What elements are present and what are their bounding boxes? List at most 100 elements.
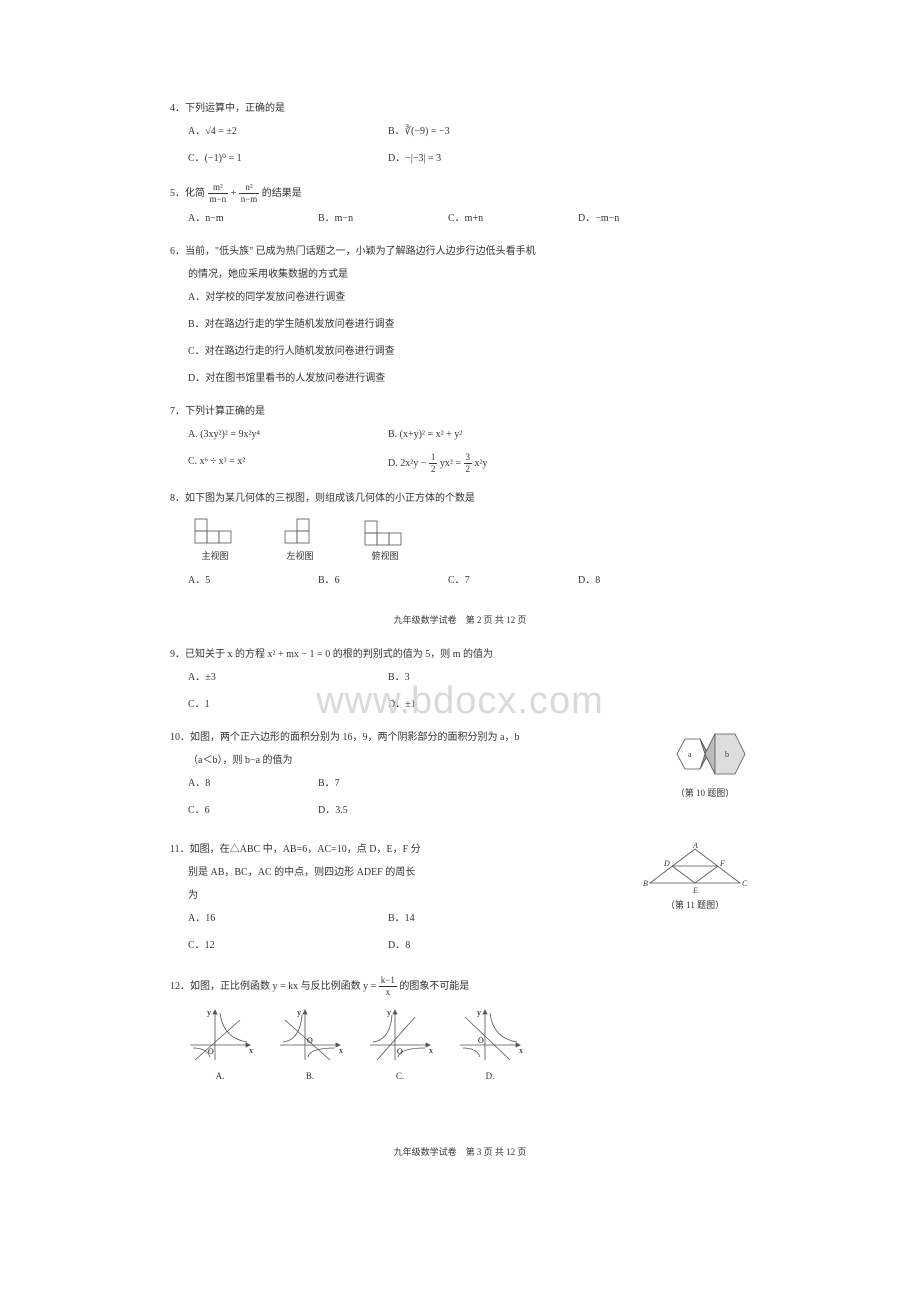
q12-a-label: A. (185, 1069, 255, 1084)
q5-opt-b: B．m−n (318, 210, 448, 227)
q12-graph-c: x y O C. (365, 1005, 435, 1084)
q6-stem2: 的情况，她应采用收集数据的方式是 (170, 266, 750, 283)
svg-text:O: O (307, 1036, 313, 1045)
top-view-svg (360, 515, 410, 547)
q7-frac2: 32 (464, 453, 473, 474)
svg-text:y: y (207, 1008, 211, 1017)
svg-text:b: b (725, 750, 729, 759)
svg-text:y: y (387, 1008, 391, 1017)
svg-text:y: y (297, 1008, 301, 1017)
q7-d-pre: D. 2x²y − (388, 458, 429, 469)
question-8: 8．如下图为某几何体的三视图，则组成该几何体的小正方体的个数是 主视图 (170, 490, 750, 593)
q11-caption: （第 11 题图） (640, 898, 750, 913)
q5-stem-pre: 5．化简 (170, 188, 208, 199)
svg-text:x: x (249, 1046, 253, 1055)
svg-text:C: C (742, 879, 748, 888)
hexagons-svg: a b (660, 729, 750, 784)
q12-c-label: C. (365, 1069, 435, 1084)
left-view-svg (280, 515, 320, 547)
q9-opt-d: D．±1 (388, 696, 518, 713)
q10-opt-c: C．6 (188, 802, 318, 819)
q6-opt-c: C．对在路边行走的行人随机发放问卷进行调查 (188, 343, 750, 360)
triangle-svg: A B C D E F (640, 841, 750, 896)
q6-opt-b: B．对在路边行走的学生随机发放问卷进行调查 (188, 316, 750, 333)
q10-opt-b: B．7 (318, 775, 448, 792)
q12-d-label: D. (455, 1069, 525, 1084)
svg-text:D: D (663, 859, 670, 868)
q8-stem: 8．如下图为某几何体的三视图，则组成该几何体的小正方体的个数是 (170, 490, 750, 507)
q5-stem: 5．化简 m²m−n + n²n−m 的结果是 (170, 183, 750, 204)
page3-footer: 九年级数学试卷 第 3 页 共 12 页 (170, 1145, 750, 1158)
svg-text:O: O (208, 1047, 214, 1056)
q4-opt-a: A．√4 = ±2 (188, 123, 388, 140)
q8-opt-d: D．8 (578, 572, 708, 589)
q5-frac1: m²m−n (208, 183, 229, 204)
q7-frac1: 12 (429, 453, 438, 474)
q7-opt-a: A. (3xy²)² = 9x²y⁴ (188, 426, 388, 443)
svg-text:O: O (478, 1036, 484, 1045)
q10-opt-a: A．8 (188, 775, 318, 792)
q12-stem-post: 的图象不可能是 (399, 981, 469, 992)
front-label: 主视图 (190, 549, 240, 564)
question-4: 4．下列运算中，正确的是 A．√4 = ±2 B．∛(−9) = −3 C．(−… (170, 100, 750, 171)
question-10: a b （第 10 题图） 10．如图，两个正六边形的面积分别为 16，9，两个… (170, 729, 750, 829)
q12-graph-b: x y O B. (275, 1005, 345, 1084)
q11-opt-c: C．12 (188, 937, 388, 954)
left-label: 左视图 (280, 549, 320, 564)
svg-text:y: y (477, 1008, 481, 1017)
q9-opt-a: A．±3 (188, 669, 388, 686)
q4-opt-c: C．(−1)⁰ = 1 (188, 150, 388, 167)
q8-opt-b: B．6 (318, 572, 448, 589)
q5-opt-d: D．−m−n (578, 210, 708, 227)
page2-footer: 九年级数学试卷 第 2 页 共 12 页 (170, 613, 750, 626)
q8-front-view: 主视图 (190, 515, 240, 564)
q11-figure: A B C D E F （第 11 题图） (640, 841, 750, 913)
question-6: 6．当前，"低头族" 已成为热门话题之一，小颖为了解路边行人边步行边低头看手机 … (170, 243, 750, 391)
svg-text:x: x (339, 1046, 343, 1055)
q8-top-view: 俯视图 (360, 515, 410, 564)
question-7: 7．下列计算正确的是 A. (3xy²)² = 9x²y⁴ B. (x+y)² … (170, 403, 750, 478)
q5-opt-c: C．m+n (448, 210, 578, 227)
svg-text:E: E (692, 886, 698, 895)
q10-figure: a b （第 10 题图） (660, 729, 750, 801)
q12-graph-d: x y O D. (455, 1005, 525, 1084)
q12-graph-a: x y O A. (185, 1005, 255, 1084)
q5-frac2: n²n−m (239, 183, 260, 204)
q12-frac: k−1x (379, 976, 397, 997)
q6-stem: 6．当前，"低头族" 已成为热门话题之一，小颖为了解路边行人边步行边低头看手机 (170, 243, 750, 260)
q8-opt-c: C．7 (448, 572, 578, 589)
q4-opt-d: D．−|−3| = 3 (388, 150, 518, 167)
top-label: 俯视图 (360, 549, 410, 564)
q10-opt-d: D．3.5 (318, 802, 448, 819)
q4-opt-b: B．∛(−9) = −3 (388, 123, 518, 140)
svg-text:a: a (688, 750, 692, 759)
q5-stem-post: 的结果是 (262, 188, 302, 199)
svg-text:x: x (519, 1046, 523, 1055)
q4-stem: 4．下列运算中，正确的是 (170, 100, 750, 117)
question-12: 12．如图，正比例函数 y = kx 与反比例函数 y = k−1x 的图象不可… (170, 976, 750, 1084)
q7-d-post: x²y (475, 458, 488, 469)
question-11: A B C D E F （第 11 题图） 11．如图，在△ABC 中，AB=6… (170, 841, 750, 964)
q6-opt-d: D．对在图书馆里看书的人发放问卷进行调查 (188, 370, 750, 387)
q12-graphs: x y O A. x y O B. (170, 1005, 750, 1084)
q7-opt-b: B. (x+y)² = x² + y² (388, 426, 518, 443)
q9-stem: 9．已知关于 x 的方程 x² + mx − 1 = 0 的根的判别式的值为 5… (170, 646, 750, 663)
q7-d-mid: yx² = (440, 458, 464, 469)
question-5: 5．化简 m²m−n + n²n−m 的结果是 A．n−m B．m−n C．m+… (170, 183, 750, 231)
q7-opt-c: C. x⁶ ÷ x³ = x² (188, 453, 388, 474)
q12-stem: 12．如图，正比例函数 y = kx 与反比例函数 y = k−1x 的图象不可… (170, 976, 750, 997)
question-9: 9．已知关于 x 的方程 x² + mx − 1 = 0 的根的判别式的值为 5… (170, 646, 750, 717)
q12-b-label: B. (275, 1069, 345, 1084)
q11-opt-d: D．8 (388, 937, 518, 954)
svg-text:F: F (719, 859, 725, 868)
q5-opt-a: A．n−m (188, 210, 318, 227)
q11-opt-a: A．16 (188, 910, 388, 927)
svg-text:x: x (429, 1046, 433, 1055)
front-view-svg (190, 515, 240, 547)
q8-left-view: 左视图 (280, 515, 320, 564)
q9-opt-c: C．1 (188, 696, 388, 713)
q7-opt-d: D. 2x²y − 12 yx² = 32 x²y (388, 453, 518, 474)
q11-opt-b: B．14 (388, 910, 518, 927)
q6-opt-a: A．对学校的同学发放问卷进行调查 (188, 289, 750, 306)
q10-caption: （第 10 题图） (660, 786, 750, 801)
